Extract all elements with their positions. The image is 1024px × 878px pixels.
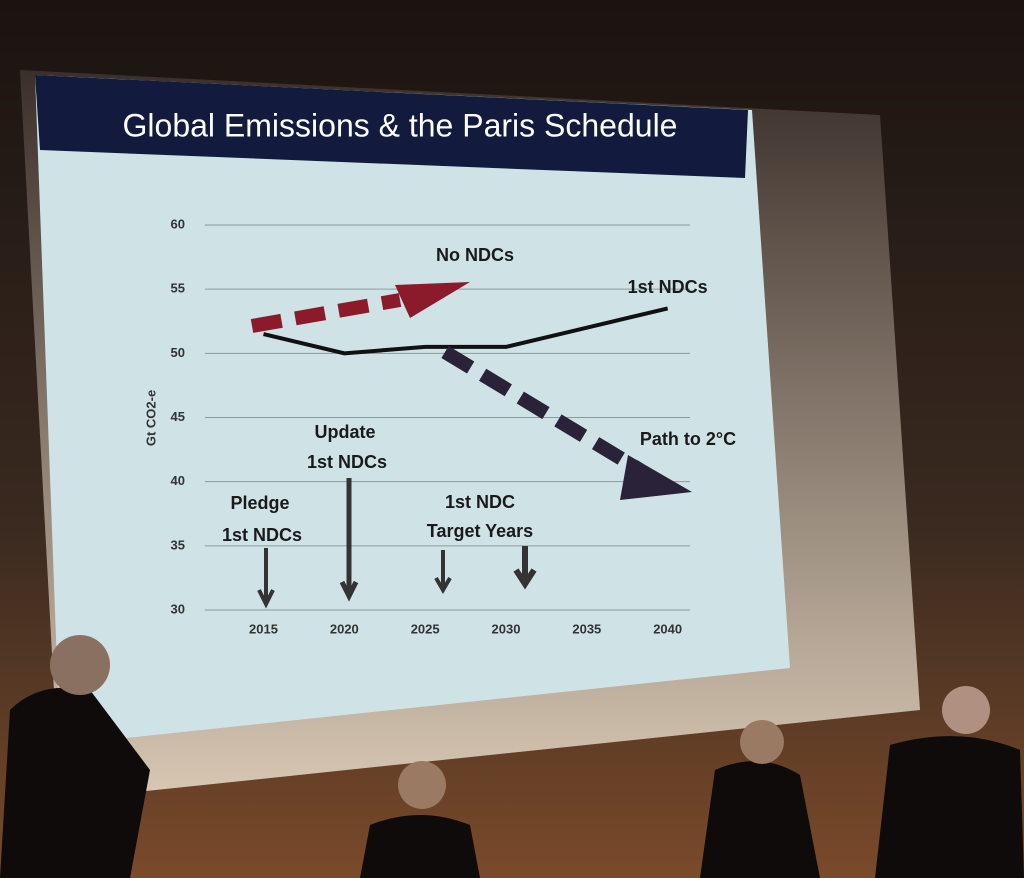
down-arrow [434,550,452,594]
y-axis-label: Gt CO2-e [143,390,158,446]
x-tick-label: 2030 [492,621,521,636]
annotation: 1st NDCs [307,452,387,472]
title-bar [35,75,748,178]
series-label: 1st NDCs [628,277,708,297]
down-arrow [339,478,359,602]
down-arrow [257,548,275,609]
down-arrow [513,546,537,590]
y-tick-label: 35 [171,537,185,552]
annotation: Pledge [230,493,289,513]
y-tick-label: 50 [171,345,185,360]
panelist-head [942,686,990,734]
panelist [875,736,1024,878]
annotation: Update [314,422,375,442]
annotation: 1st NDCs [222,525,302,545]
x-tick-label: 2035 [572,621,601,636]
series-line [263,306,669,356]
slide [35,75,790,745]
panelist [360,815,480,878]
panelist-head [740,720,784,764]
arrowhead [395,282,470,318]
panelist-head [398,761,446,809]
path-arrow [441,346,644,476]
annotation-arrows [250,282,692,609]
x-tick-label: 2025 [411,621,440,636]
y-tick-label: 60 [171,216,185,231]
annotation: Target Years [427,521,533,541]
annotation: No NDCs [436,245,514,265]
no-ndcs-arrow [250,293,402,333]
x-tick-label: 2015 [249,621,278,636]
x-tick-label: 2020 [330,621,359,636]
speaker [0,687,150,878]
annotation: Path to 2°C [640,429,736,449]
x-tick-label: 2040 [653,621,682,636]
y-tick-label: 55 [171,281,185,296]
plot: 30 35 40 45 50 55 60 2015 2020 2025 2030 2035 2040 1s… [171,216,708,636]
y-tick-label: 30 [171,601,185,616]
speaker-head [50,635,110,695]
slide-title: Global Emissions & the Paris Schedule [123,107,678,143]
arrowhead [620,455,692,500]
annotation: 1st NDC [445,492,515,512]
y-tick-label: 40 [171,473,185,488]
people [0,635,1024,878]
panelist [700,761,820,878]
y-tick-label: 45 [171,409,185,424]
